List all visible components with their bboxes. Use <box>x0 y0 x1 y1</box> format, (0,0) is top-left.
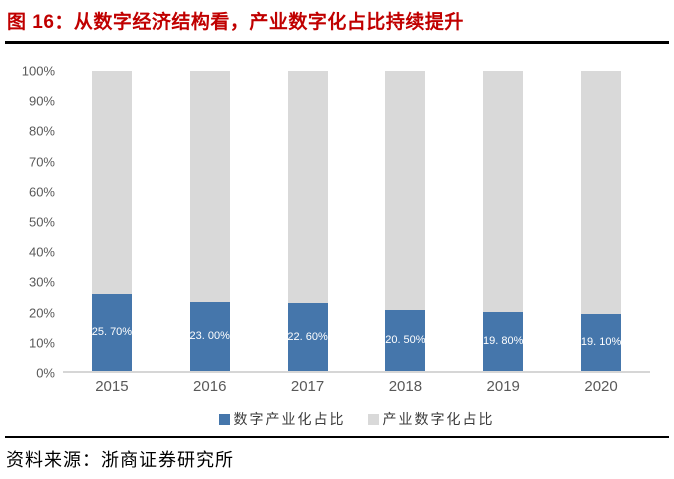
y-axis-labels: 100% 90% 80% 70% 60% 50% 40% 30% 20% 10% 0% <box>0 65 55 380</box>
legend-label: 数字产业化占比 <box>233 412 346 428</box>
bar-group: 22. 60% <box>259 71 357 371</box>
stacked-bar: 22. 60% <box>287 71 328 371</box>
bar-segment-digital-industrialization: 19. 10% <box>580 313 622 371</box>
legend-swatch-icon <box>367 413 379 425</box>
legend-swatch-icon <box>218 413 230 425</box>
source-text: 资料来源：浙商证券研究所 <box>6 450 234 471</box>
bar-segment-digital-industrialization: 22. 60% <box>287 303 328 371</box>
bar-group: 25. 70% <box>63 71 161 371</box>
x-axis-label: 2016 <box>193 378 227 395</box>
y-axis-tick: 20% <box>28 305 55 321</box>
y-axis-tick: 60% <box>28 184 55 200</box>
top-divider <box>5 41 669 44</box>
bar-segment-digital-industrialization: 23. 00% <box>190 302 230 371</box>
bar-group: 20. 50% <box>356 71 454 371</box>
y-axis-tick: 0% <box>36 365 55 381</box>
bar-value-label: 22. 60% <box>287 330 328 343</box>
legend-item: 数字产业化占比 <box>218 409 346 429</box>
bar-segment-industry-digitalization <box>287 71 328 304</box>
x-axis-labels: 2015 2016 2017 2018 2019 2020 <box>63 378 650 396</box>
x-axis-label: 2019 <box>486 378 520 395</box>
bar-value-label: 19. 10% <box>580 335 622 348</box>
figure-title: 图 16：从数字经济结构看，产业数字化占比持续提升 <box>7 12 464 33</box>
y-axis-tick: 30% <box>28 274 55 290</box>
y-axis-tick: 90% <box>28 93 55 109</box>
y-axis-tick: 70% <box>28 154 55 170</box>
y-axis-tick: 40% <box>28 244 55 260</box>
stacked-bar: 23. 00% <box>190 71 230 371</box>
bar-segment-digital-industrialization: 20. 50% <box>385 309 426 371</box>
bar-segment-industry-digitalization <box>189 71 230 302</box>
bar-segment-industry-digitalization <box>91 71 132 294</box>
bar-group: 19. 80% <box>454 71 552 371</box>
bar-segment-industry-digitalization <box>483 71 524 312</box>
bar-group: 23. 00% <box>161 71 259 371</box>
bottom-divider <box>5 436 669 438</box>
x-axis-label: 2015 <box>95 378 129 395</box>
legend-item: 产业数字化占比 <box>367 409 495 429</box>
bar-value-label: 20. 50% <box>385 333 426 346</box>
bar-value-label: 23. 00% <box>189 330 230 342</box>
y-axis-tick: 100% <box>21 63 55 79</box>
legend-label: 产业数字化占比 <box>382 412 495 428</box>
x-axis-label: 2020 <box>584 378 618 395</box>
plot-area: 25. 70% 23. 00% 22. 60% 20. 50% 19. 80% 19. 1… <box>63 71 650 373</box>
bar-value-label: 25. 70% <box>91 325 133 338</box>
bar-segment-digital-industrialization: 25. 70% <box>91 293 133 371</box>
y-axis-tick: 50% <box>28 214 55 230</box>
x-axis-label: 2017 <box>290 378 325 395</box>
bar-segment-industry-digitalization <box>385 71 426 310</box>
stacked-bar: 25. 70% <box>92 71 132 371</box>
bar-segment-digital-industrialization: 19. 80% <box>483 311 524 371</box>
bar-segment-industry-digitalization <box>581 71 622 314</box>
x-axis-label: 2018 <box>388 378 423 395</box>
stacked-bar: 19. 80% <box>483 71 523 371</box>
stacked-bar: 20. 50% <box>385 71 426 371</box>
y-axis-tick: 10% <box>28 335 55 351</box>
stacked-bar: 19. 10% <box>581 71 621 371</box>
bar-group: 19. 10% <box>552 71 650 371</box>
y-axis-tick: 80% <box>28 123 55 139</box>
legend: 数字产业化占比 产业数字化占比 <box>63 409 650 429</box>
bar-value-label: 19. 80% <box>483 334 524 347</box>
